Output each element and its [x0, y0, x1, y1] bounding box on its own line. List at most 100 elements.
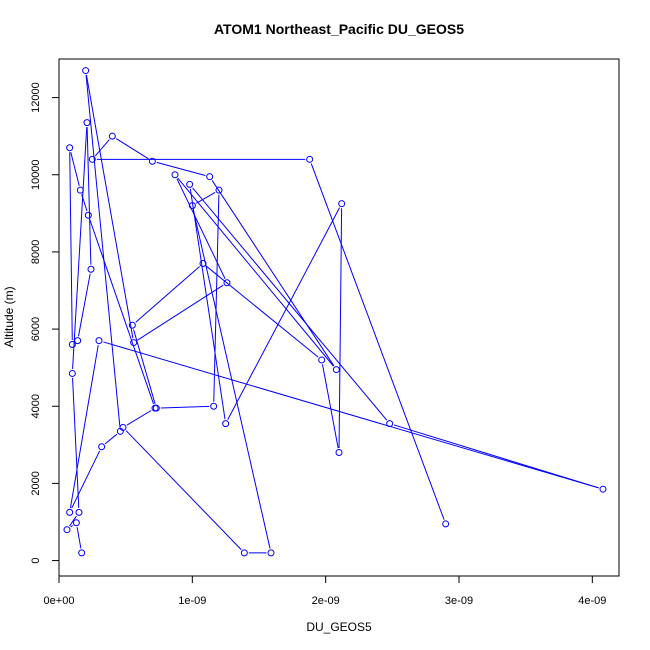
x-tick-label: 1e-09 [178, 595, 206, 607]
series-line-group [69, 74, 599, 554]
series-segment [71, 450, 101, 509]
y-tick-label: 2000 [30, 471, 42, 495]
y-tick-label: 6000 [30, 317, 42, 341]
x-axis-label: DU_GEOS5 [306, 620, 372, 634]
series-segment [156, 161, 206, 176]
data-point [152, 404, 160, 412]
series-segment [69, 152, 73, 341]
series-segment [206, 265, 319, 358]
data-point [84, 211, 92, 219]
series-segment [135, 266, 200, 323]
series-segment [176, 178, 226, 279]
y-tick-label: 8000 [30, 240, 42, 264]
x-tick-label: 4e-09 [578, 595, 606, 607]
data-point [82, 67, 90, 75]
data-point [335, 449, 343, 457]
series-segment [125, 430, 242, 550]
series-segment [86, 127, 92, 265]
data-point [210, 402, 218, 410]
y-axis-label: Altitude (m) [2, 286, 16, 347]
series-segment [213, 194, 220, 402]
x-tick-label: 3e-09 [445, 595, 473, 607]
series-segment [160, 405, 210, 409]
series-segment [69, 345, 99, 508]
data-point [199, 259, 207, 267]
series-segment [310, 163, 445, 520]
series-segment [192, 187, 388, 421]
plot-frame [58, 58, 620, 577]
series-segment [338, 208, 343, 449]
series-segment [227, 207, 341, 420]
series-segment [211, 180, 335, 367]
series-segment [137, 284, 224, 341]
data-point [215, 186, 223, 194]
series-segment [85, 74, 134, 339]
data-point [95, 337, 103, 345]
data-point [63, 526, 71, 534]
data-point [128, 321, 136, 329]
data-point [87, 265, 95, 273]
series-points-group [63, 67, 607, 557]
series-segment [81, 194, 88, 212]
data-point [186, 180, 194, 188]
data-point [72, 519, 80, 527]
data-point [98, 443, 106, 451]
data-point [108, 132, 116, 140]
data-point [75, 508, 83, 516]
data-point [222, 420, 230, 428]
data-point [68, 341, 76, 349]
data-point [78, 549, 86, 557]
data-point [223, 279, 231, 287]
y-tick-label: 10000 [30, 159, 42, 190]
data-point [306, 155, 314, 163]
series-segment [70, 151, 80, 186]
data-point [130, 339, 138, 347]
series-segment [115, 138, 149, 160]
data-point [188, 202, 196, 210]
series-segment [89, 219, 155, 405]
data-point [386, 420, 394, 428]
data-point [332, 366, 340, 374]
data-point [599, 485, 607, 493]
series-segment [78, 273, 91, 337]
data-point [148, 157, 156, 165]
series-segment [70, 525, 74, 528]
series-segment [72, 127, 88, 369]
series-segment [76, 527, 82, 549]
y-tick-label: 12000 [30, 82, 42, 113]
data-point [240, 549, 248, 557]
data-point [74, 337, 82, 345]
series-segment [189, 188, 226, 420]
series-segment [85, 75, 121, 427]
series-segment [69, 515, 77, 527]
series-segment [177, 177, 334, 367]
data-point [116, 427, 124, 435]
series-segment [133, 329, 156, 404]
series-segment [103, 341, 599, 489]
series-segment [126, 410, 152, 426]
data-point [338, 200, 346, 208]
axes: 0e+00 1e-09 2e-09 3e-09 4e-09 0 2000 4000 6000 80… [30, 82, 606, 607]
series-segment [94, 139, 110, 157]
x-tick-label: 0e+00 [44, 595, 75, 607]
data-point [171, 171, 179, 179]
series-segment [72, 377, 80, 508]
data-point [88, 155, 96, 163]
data-point [267, 549, 275, 557]
y-tick-label: 0 [30, 558, 42, 564]
series-segment [195, 192, 216, 204]
data-point [68, 369, 76, 377]
data-point [66, 144, 74, 152]
data-point [318, 356, 326, 364]
data-point [83, 119, 91, 127]
chart-title: ATOM1 Northeast_Pacific DU_GEOS5 [214, 21, 464, 37]
data-point [206, 173, 214, 181]
data-point [442, 520, 450, 528]
y-tick-label: 4000 [30, 394, 42, 418]
data-point [66, 508, 74, 516]
x-tick-label: 2e-09 [312, 595, 340, 607]
data-point [76, 186, 84, 194]
series-segment [322, 364, 339, 449]
series-segment [104, 433, 118, 445]
